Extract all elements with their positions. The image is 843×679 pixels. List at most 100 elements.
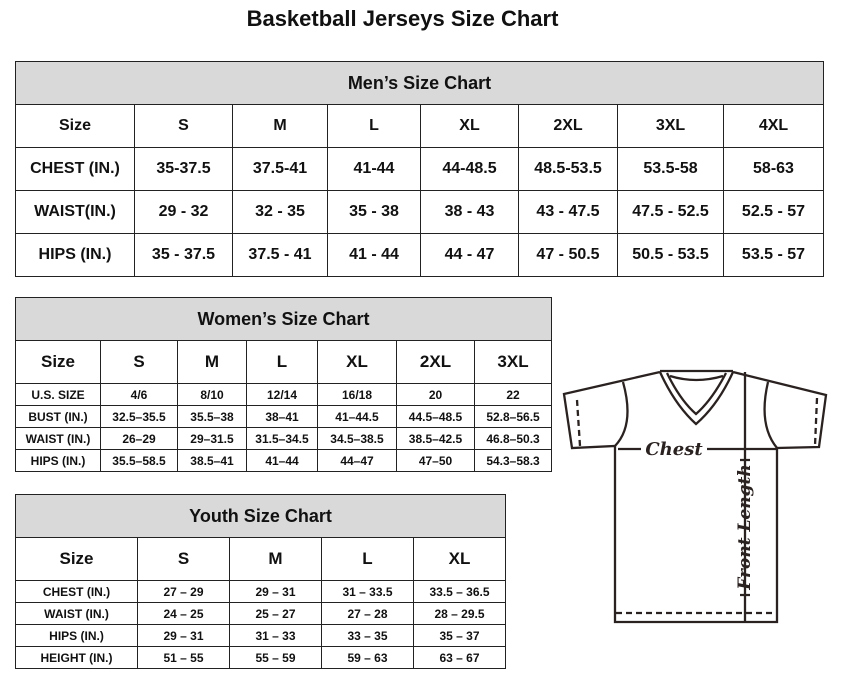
- column-header: 2XL: [518, 104, 618, 148]
- table-title-row: Youth Size Chart: [14, 494, 507, 538]
- table-cell: 35 - 38: [327, 190, 421, 234]
- size-header-row: Size S M L XL: [15, 537, 507, 581]
- table-cell: 50.5 - 53.5: [617, 233, 724, 277]
- table-cell: 35 – 37: [412, 624, 507, 647]
- column-header: L: [321, 537, 414, 581]
- table-cell: 33.5 – 36.5: [412, 580, 507, 603]
- row-label: HIPS (IN.): [15, 233, 135, 277]
- table-cell: 24 – 25: [137, 602, 230, 625]
- column-header: L: [327, 104, 421, 148]
- jersey-diagram: Chest Front Length: [562, 369, 828, 624]
- table-cell: 35-37.5: [134, 147, 233, 191]
- table-cell: 53.5-58: [617, 147, 724, 191]
- table-row: BUST (IN.) 32.5–35.5 35.5–38 38–41 41–44.5 44…: [15, 405, 553, 428]
- table-cell: 41–44.5: [317, 405, 397, 428]
- table-cell: 31 – 33: [229, 624, 322, 647]
- table-cell: 51 – 55: [137, 646, 230, 669]
- table-cell: 35.5–38: [177, 405, 247, 428]
- table-cell: 46.8–50.3: [473, 427, 553, 450]
- table-cell: 35.5–58.5: [100, 449, 178, 472]
- table-cell: 54.3–58.3: [473, 449, 553, 472]
- table-cell: 8/10: [177, 383, 247, 406]
- row-label: CHEST (IN.): [15, 147, 135, 191]
- table-cell: 25 – 27: [229, 602, 322, 625]
- table-title: Men’s Size Chart: [15, 61, 824, 105]
- column-header: Size: [15, 340, 101, 384]
- table-row: WAIST (IN.) 24 – 25 25 – 27 27 – 28 28 – 29.…: [15, 602, 507, 625]
- table-cell: 38.5–41: [177, 449, 247, 472]
- table-cell: 52.8–56.5: [473, 405, 553, 428]
- front-length-label: Front Length: [735, 464, 755, 590]
- size-header-row: Size S M L XL 2XL 3XL: [15, 340, 553, 384]
- table-cell: 37.5-41: [232, 147, 328, 191]
- table-cell: 53.5 - 57: [723, 233, 824, 277]
- row-label: WAIST (IN.): [15, 427, 101, 450]
- table-cell: 44-48.5: [420, 147, 519, 191]
- table-cell: 27 – 28: [321, 602, 414, 625]
- row-label: HIPS (IN.): [15, 624, 138, 647]
- table-title-row: Men’s Size Chart: [15, 61, 824, 105]
- table-cell: 63 – 67: [412, 646, 507, 669]
- table-cell: 41–44: [246, 449, 318, 472]
- row-label: WAIST (IN.): [15, 602, 138, 625]
- table-row: WAIST (IN.) 26–29 29–31.5 31.5–34.5 34.5–38.…: [15, 427, 553, 450]
- table-cell: 58-63: [723, 147, 824, 191]
- table-cell: 12/14: [246, 383, 318, 406]
- size-header-row: Size S M L XL 2XL 3XL 4XL: [15, 104, 824, 148]
- table-cell: 4/6: [100, 383, 178, 406]
- column-header: XL: [412, 537, 507, 581]
- table-cell: 20: [396, 383, 475, 406]
- table-row: HEIGHT (IN.) 51 – 55 55 – 59 59 – 63 63 – 67: [15, 646, 507, 669]
- table-cell: 29 – 31: [229, 580, 322, 603]
- table-cell: 38 - 43: [420, 190, 519, 234]
- table-row: CHEST (IN.) 27 – 29 29 – 31 31 – 33.5 33.5 –…: [15, 580, 507, 603]
- table-row: CHEST (IN.) 35-37.5 37.5-41 41-44 44-48.5 48.…: [15, 147, 824, 191]
- table-cell: 32.5–35.5: [100, 405, 178, 428]
- column-header: M: [177, 340, 247, 384]
- table-cell: 22: [473, 383, 553, 406]
- table-cell: 44.5–48.5: [396, 405, 475, 428]
- table-cell: 33 – 35: [321, 624, 414, 647]
- table-row: HIPS (IN.) 35 - 37.5 37.5 - 41 41 - 44 44 - …: [15, 233, 824, 277]
- table-cell: 16/18: [317, 383, 397, 406]
- table-cell: 38–41: [246, 405, 318, 428]
- column-header: S: [100, 340, 178, 384]
- table-cell: 59 – 63: [321, 646, 414, 669]
- column-header: 3XL: [617, 104, 724, 148]
- table-cell: 31 – 33.5: [321, 580, 414, 603]
- row-label: U.S. SIZE: [15, 383, 101, 406]
- table-cell: 29 – 31: [137, 624, 230, 647]
- table-cell: 55 – 59: [229, 646, 322, 669]
- table-row: WAIST(IN.) 29 - 32 32 - 35 35 - 38 38 - 43 43…: [15, 190, 824, 234]
- row-label: BUST (IN.): [15, 405, 101, 428]
- table-cell: 48.5-53.5: [518, 147, 618, 191]
- table-cell: 29–31.5: [177, 427, 247, 450]
- row-label: HIPS (IN.): [15, 449, 101, 472]
- table-title: Women’s Size Chart: [14, 297, 553, 341]
- mens-size-table: Men’s Size Chart Size S M L XL 2XL 3XL 4XL CHEST …: [15, 61, 824, 277]
- table-cell: 44 - 47: [420, 233, 519, 277]
- table-title: Youth Size Chart: [14, 494, 507, 538]
- table-cell: 47.5 - 52.5: [617, 190, 724, 234]
- table-cell: 31.5–34.5: [246, 427, 318, 450]
- table-cell: 34.5–38.5: [317, 427, 397, 450]
- row-label: WAIST(IN.): [15, 190, 135, 234]
- table-cell: 29 - 32: [134, 190, 233, 234]
- table-cell: 47–50: [396, 449, 475, 472]
- table-cell: 38.5–42.5: [396, 427, 475, 450]
- chest-label: Chest: [645, 439, 703, 460]
- youth-size-table: Youth Size Chart Size S M L XL CHEST (IN.) 27 –…: [14, 494, 507, 669]
- table-cell: 28 – 29.5: [412, 602, 507, 625]
- column-header: 3XL: [473, 340, 553, 384]
- row-label: CHEST (IN.): [15, 580, 138, 603]
- column-header: M: [229, 537, 322, 581]
- womens-size-table: Women’s Size Chart Size S M L XL 2XL 3XL U.S. SI…: [14, 297, 553, 472]
- table-row: HIPS (IN.) 35.5–58.5 38.5–41 41–44 44–47 47–5…: [15, 449, 553, 472]
- table-cell: 26–29: [100, 427, 178, 450]
- table-title-row: Women’s Size Chart: [14, 297, 553, 341]
- table-cell: 35 - 37.5: [134, 233, 233, 277]
- table-cell: 43 - 47.5: [518, 190, 618, 234]
- table-row: U.S. SIZE 4/6 8/10 12/14 16/18 20 22: [15, 383, 553, 406]
- table-cell: 37.5 - 41: [232, 233, 328, 277]
- column-header: XL: [317, 340, 397, 384]
